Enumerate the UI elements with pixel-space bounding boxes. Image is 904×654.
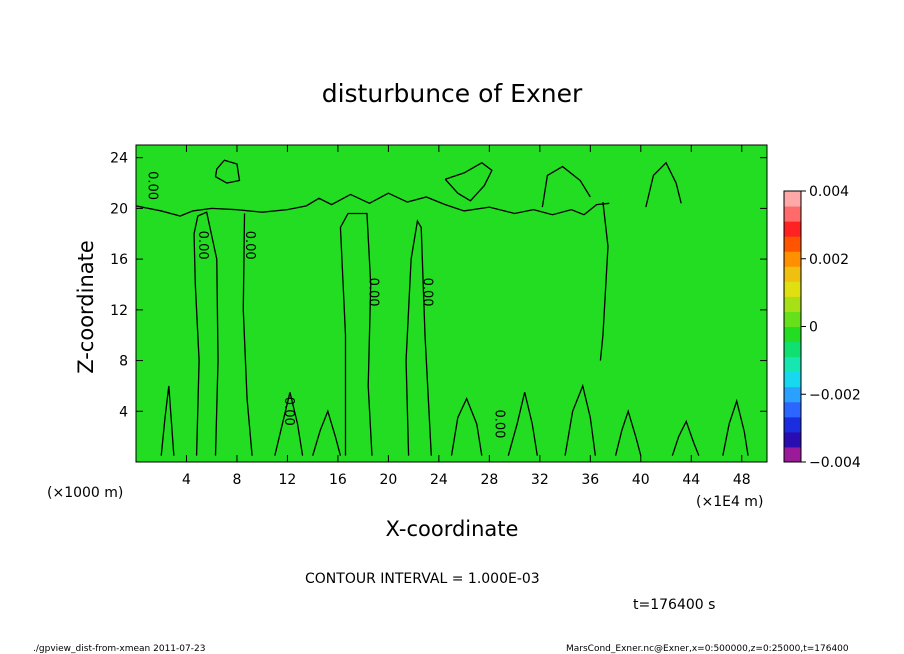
colorbar: 0.004 0.002 0 −0.002 −0.004 <box>783 184 861 471</box>
contour-labels: 0.00 0.00 0.00 0.00 0.00 0.00 0.00 <box>145 171 507 438</box>
y-axis-title: Z-coordinate <box>74 240 98 374</box>
colorbar-swatch <box>784 371 801 388</box>
y-tick-label: 16 <box>110 252 128 268</box>
colorbar-tick-label: −0.002 <box>809 387 861 403</box>
x-tick-label: 20 <box>379 472 397 488</box>
contour-line <box>405 219 432 456</box>
y-tick-label: 20 <box>110 201 128 217</box>
x-tick-label: 40 <box>632 472 650 488</box>
y-tick-label: 4 <box>119 404 128 420</box>
colorbar-swatch <box>784 446 801 463</box>
contour-line <box>242 213 253 456</box>
footer-left: ./gpview_dist-from-xmean 2011-07-23 <box>33 644 205 654</box>
contour-label: 0.00 <box>195 231 210 260</box>
colorbar-swatch <box>784 206 801 222</box>
contour-line <box>339 212 373 456</box>
x-tick-label: 44 <box>682 472 700 488</box>
contour-line <box>671 419 700 456</box>
colorbar-swatch <box>784 386 801 403</box>
colorbar-swatch <box>784 281 801 297</box>
x-unit-label: (×1E4 m) <box>696 494 763 510</box>
colorbar-tick-label: 0.002 <box>809 252 849 268</box>
x-axis-title: X-coordinate <box>386 517 519 541</box>
colorbar-tick-label: 0 <box>809 320 818 336</box>
colorbar-swatch <box>784 341 801 358</box>
colorbar-swatch <box>784 236 801 252</box>
colorbar-swatch <box>784 431 801 448</box>
contour-label: 0.00 <box>365 278 380 307</box>
contour-label: 0.00 <box>242 231 257 260</box>
contour-line <box>135 192 610 217</box>
contour-label: 0.00 <box>281 397 296 426</box>
y-tick-label: 24 <box>110 151 128 167</box>
colorbar-swatch <box>784 326 801 343</box>
contour-line <box>312 409 342 456</box>
colorbar-tick-label: 0.004 <box>809 184 849 200</box>
contour-line <box>214 159 241 184</box>
x-tick-label: 28 <box>480 472 498 488</box>
y-unit-label: (×1000 m) <box>47 485 123 501</box>
x-tick-label: 8 <box>232 472 241 488</box>
y-axis: 4 8 12 16 20 24 <box>110 151 767 420</box>
y-tick-label: 8 <box>119 354 128 370</box>
y-tick-label: 12 <box>110 303 128 319</box>
contour-line <box>722 398 749 456</box>
plot-frame <box>135 144 768 463</box>
x-tick-label: 48 <box>733 472 751 488</box>
contour-label: 0.00 <box>420 278 435 307</box>
chart-title: disturbunce of Exner <box>322 79 583 108</box>
contour-line <box>507 392 538 456</box>
colorbar-swatch <box>784 266 801 282</box>
colorbar-tick-label: −0.004 <box>809 455 861 471</box>
colorbar-swatch <box>784 191 801 207</box>
colorbar-swatch <box>784 296 801 312</box>
contour-line <box>450 396 483 456</box>
colorbar-swatch <box>784 311 801 327</box>
plot-area: 0.00 0.00 0.00 0.00 0.00 0.00 0.00 <box>135 144 768 463</box>
contour-line <box>599 201 609 361</box>
footer-right: MarsCond_Exner.nc@Exner,x=0:500000,z=0:2… <box>566 644 849 654</box>
x-tick-label: 36 <box>581 472 599 488</box>
time-label: t=176400 s <box>633 597 715 613</box>
contour-line <box>645 161 682 208</box>
contour-label: 0.00 <box>492 409 507 438</box>
x-axis: 4 8 12 16 20 24 28 32 36 40 44 48 <box>182 145 751 488</box>
colorbar-swatch <box>784 416 801 433</box>
contour-line <box>444 161 493 202</box>
contour-line <box>160 385 175 456</box>
contour-lines <box>135 159 749 456</box>
contour-line <box>614 409 642 456</box>
colorbar-swatch <box>784 356 801 373</box>
x-tick-label: 24 <box>430 472 448 488</box>
contour-line <box>274 392 304 456</box>
x-tick-label: 4 <box>182 472 191 488</box>
x-tick-label: 12 <box>279 472 297 488</box>
contour-interval-label: CONTOUR INTERVAL = 1.000E-03 <box>305 571 540 587</box>
field-background <box>136 145 767 462</box>
contour-label: 0.00 <box>145 171 160 200</box>
colorbar-swatch <box>784 401 801 418</box>
x-tick-label: 32 <box>531 472 549 488</box>
colorbar-swatch <box>784 221 801 237</box>
contour-line <box>541 165 591 208</box>
colorbar-swatch <box>784 251 801 267</box>
contour-line <box>564 383 597 456</box>
contour-line <box>193 211 219 456</box>
x-tick-label: 16 <box>329 472 347 488</box>
